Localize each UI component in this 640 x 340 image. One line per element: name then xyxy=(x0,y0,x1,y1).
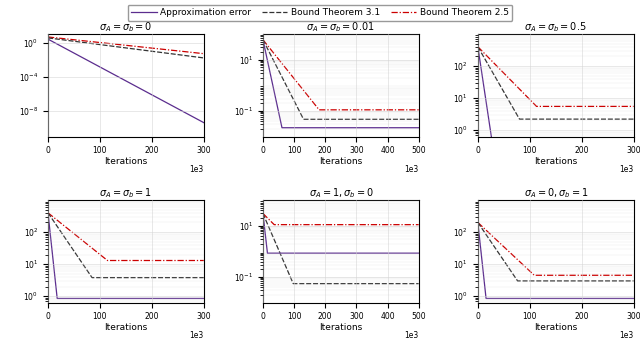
Text: 1e3: 1e3 xyxy=(620,331,634,340)
X-axis label: Iterations: Iterations xyxy=(104,323,147,332)
X-axis label: Iterations: Iterations xyxy=(104,157,147,166)
Title: $\sigma_A = 1, \sigma_b = 0$: $\sigma_A = 1, \sigma_b = 0$ xyxy=(308,186,373,200)
Title: $\sigma_A = \sigma_b = 0.01$: $\sigma_A = \sigma_b = 0.01$ xyxy=(307,20,375,34)
Text: 1e3: 1e3 xyxy=(189,331,204,340)
X-axis label: Iterations: Iterations xyxy=(319,323,362,332)
Title: $\sigma_A = \sigma_b = 1$: $\sigma_A = \sigma_b = 1$ xyxy=(99,186,152,200)
Legend: Approximation error, Bound Theorem 3.1, Bound Theorem 2.5: Approximation error, Bound Theorem 3.1, … xyxy=(127,4,513,21)
Text: 1e3: 1e3 xyxy=(189,165,204,174)
Text: 1e3: 1e3 xyxy=(620,165,634,174)
X-axis label: Iterations: Iterations xyxy=(319,157,362,166)
Title: $\sigma_A = \sigma_b = 0$: $\sigma_A = \sigma_b = 0$ xyxy=(99,20,152,34)
Title: $\sigma_A = \sigma_b = 0.5$: $\sigma_A = \sigma_b = 0.5$ xyxy=(524,20,587,34)
Text: 1e3: 1e3 xyxy=(404,331,419,340)
X-axis label: Iterations: Iterations xyxy=(534,323,577,332)
Text: 1e3: 1e3 xyxy=(404,165,419,174)
Title: $\sigma_A = 0, \sigma_b = 1$: $\sigma_A = 0, \sigma_b = 1$ xyxy=(524,186,588,200)
X-axis label: Iterations: Iterations xyxy=(534,157,577,166)
